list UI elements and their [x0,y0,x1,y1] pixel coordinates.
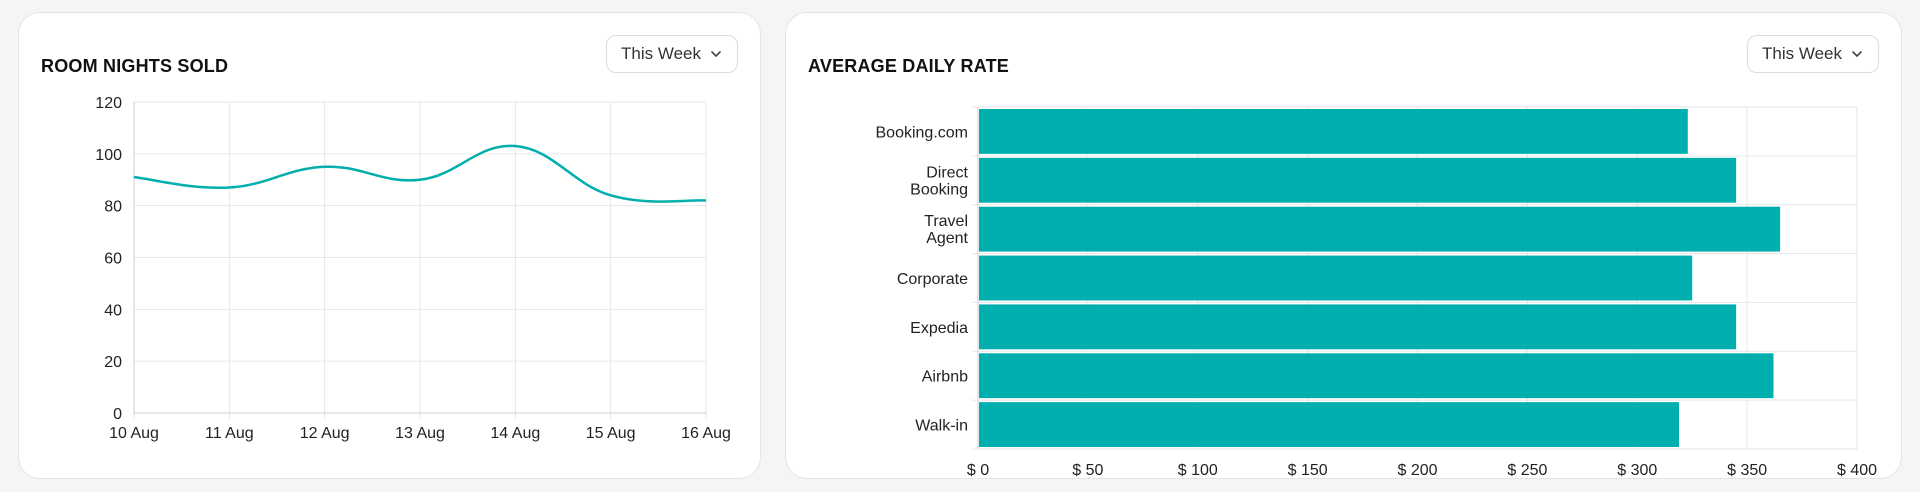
x-tick-label: 10 Aug [109,425,159,442]
x-tick-label: 11 Aug [205,425,254,442]
y-tick-label: 0 [113,406,122,423]
chevron-down-icon [711,51,721,57]
y-tick-label: 100 [95,147,122,164]
room-nights-period-select[interactable]: This Week [606,35,738,73]
room-nights-title: ROOM NIGHTS SOLD [41,56,229,76]
x-tick-label: $ 200 [1397,462,1437,479]
x-tick-label: $ 300 [1617,462,1657,479]
adr-bar-chart: $ 0 $ 50 $ 100 $ 150 $ 200 $ 250 $ 300 $ 350 $ 4… [876,106,1877,479]
x-tick-label: $ 350 [1727,462,1767,479]
y-tick-label: Airbnb [922,369,968,386]
x-tick-label: $ 250 [1507,462,1547,479]
y-tick-label: Walk-in [915,418,968,435]
bar [979,109,1688,154]
x-tick-label: $ 400 [1837,462,1877,479]
chevron-down-icon [1852,51,1862,57]
adr-period-label: This Week [1762,44,1842,63]
y-tick-label: Travel Agent [924,213,968,247]
y-tick-label: Booking.com [876,124,969,141]
y-tick-label: Direct Booking [910,164,968,198]
room-nights-card: ROOM NIGHTS SOLD This Week 0 20 40 60 80 100 1… [18,12,761,479]
x-tick-label: 16 Aug [681,425,731,442]
x-tick-label: $ 50 [1072,462,1103,479]
room-nights-line-chart: 0 20 40 60 80 100 120 10 Aug 11 Aug 12 Aug 13 Aug 1… [95,95,731,442]
x-tick-label: 14 Aug [490,425,540,442]
y-tick-label: 60 [104,251,122,268]
x-tick-label: 12 Aug [300,425,350,442]
y-tick-label: 120 [95,95,122,112]
adr-title: AVERAGE DAILY RATE [808,56,1009,76]
x-tick-label: 13 Aug [395,425,445,442]
bar [979,157,1737,203]
bar [979,353,1774,399]
bar [979,206,1781,252]
average-daily-rate-card: AVERAGE DAILY RATE This Week $ 0 $ 50 $ 10… [785,12,1902,479]
y-tick-label: 40 [104,302,122,319]
bar [979,402,1680,447]
x-tick-label: 15 Aug [586,425,636,442]
room-nights-period-label: This Week [621,44,701,63]
y-tick-label: Expedia [910,320,968,337]
bar [979,304,1737,350]
y-tick-label: 20 [104,354,122,371]
bar [979,255,1693,301]
x-tick-label: $ 100 [1178,462,1218,479]
x-tick-label: $ 0 [967,462,989,479]
x-tick-label: $ 150 [1288,462,1328,479]
adr-period-select[interactable]: This Week [1747,35,1879,73]
y-tick-label: Corporate [897,271,968,288]
y-tick-label: 80 [104,199,122,216]
